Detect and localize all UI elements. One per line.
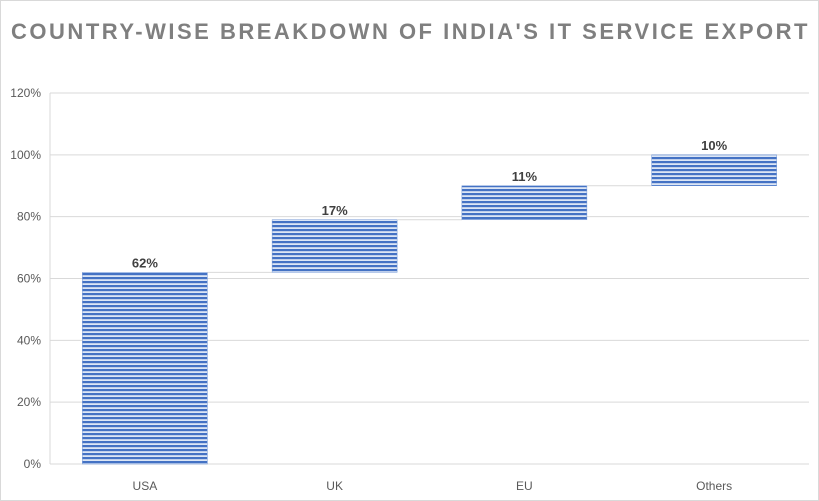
y-tick-label: 60% (17, 272, 41, 286)
y-tick-label: 20% (17, 395, 41, 409)
y-tick-label: 40% (17, 333, 41, 347)
x-tick-label: Others (696, 479, 732, 493)
y-tick-label: 100% (10, 148, 41, 162)
y-tick-label: 0% (24, 457, 42, 471)
chart-title: COUNTRY-WISE BREAKDOWN OF INDIA'S IT SER… (11, 19, 810, 44)
x-tick-label: USA (133, 479, 158, 493)
y-tick-label: 120% (10, 86, 41, 100)
y-tick-label: 80% (17, 210, 41, 224)
data-label: 17% (322, 203, 348, 218)
data-label: 10% (701, 138, 727, 153)
x-tick-label: UK (326, 479, 343, 493)
data-label: 11% (512, 169, 538, 184)
bar-eu (461, 185, 588, 221)
x-tick-label: EU (516, 479, 533, 493)
data-label: 62% (132, 255, 158, 270)
bar-usa (82, 272, 208, 465)
bar-others (651, 154, 777, 186)
bar-uk (271, 219, 398, 273)
